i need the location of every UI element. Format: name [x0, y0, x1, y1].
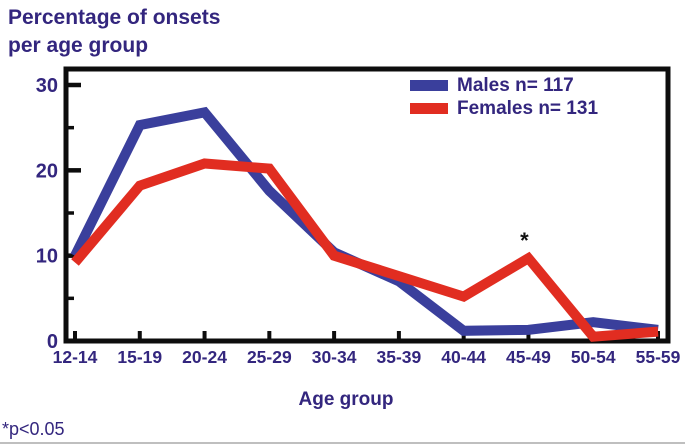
chart-title-line1: Percentage of onsets — [8, 6, 221, 29]
svg-text:0: 0 — [47, 331, 58, 353]
x-axis-title: Age group — [298, 389, 394, 410]
svg-text:*: * — [520, 228, 529, 253]
chart-title-line2: per age group — [8, 34, 149, 57]
legend-label-males: Males n= 117 — [457, 74, 574, 96]
svg-text:15-19: 15-19 — [117, 347, 162, 367]
bottom-divider — [0, 442, 685, 444]
legend: Males n= 117 Females n= 131 — [410, 74, 598, 120]
svg-text:10: 10 — [36, 246, 58, 268]
legend-item-males: Males n= 117 — [410, 74, 598, 97]
chart-title: Percentage of onsets per age group — [8, 4, 220, 60]
svg-text:50-54: 50-54 — [571, 347, 616, 367]
legend-label-females: Females n= 131 — [457, 97, 599, 119]
legend-item-females: Females n= 131 — [410, 97, 598, 120]
svg-text:25-29: 25-29 — [247, 347, 292, 367]
males-line-swatch — [410, 80, 448, 91]
females-line-swatch — [410, 103, 448, 114]
svg-text:30: 30 — [36, 75, 58, 97]
svg-text:45-49: 45-49 — [506, 347, 551, 367]
svg-text:30-34: 30-34 — [312, 347, 357, 367]
svg-text:12-14: 12-14 — [53, 347, 98, 367]
svg-text:20: 20 — [36, 160, 58, 182]
svg-text:40-44: 40-44 — [441, 347, 486, 367]
svg-text:20-24: 20-24 — [182, 347, 227, 367]
svg-text:55-59: 55-59 — [636, 347, 681, 367]
significance-footnote: *p<0.05 — [2, 419, 65, 439]
svg-text:35-39: 35-39 — [377, 347, 422, 367]
